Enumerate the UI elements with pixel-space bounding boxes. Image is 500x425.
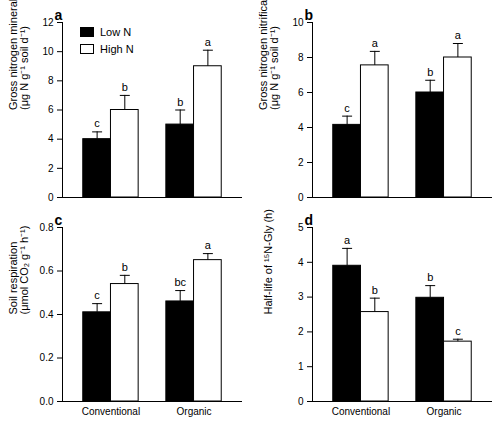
svg-text:b: b [427, 66, 433, 78]
svg-text:b: b [177, 96, 183, 108]
svg-text:8: 8 [48, 75, 54, 86]
svg-text:Half-life of ¹⁵N-Gly (h): Half-life of ¹⁵N-Gly (h) [262, 209, 274, 314]
svg-text:10: 10 [42, 46, 54, 57]
svg-text:d: d [305, 212, 314, 228]
svg-text:a: a [205, 36, 212, 48]
svg-text:0.4: 0.4 [40, 309, 54, 320]
svg-text:Gross nitrogen nitrification(μ: Gross nitrogen nitrification(μg N g⁻¹ so… [257, 0, 280, 110]
svg-text:5: 5 [298, 222, 304, 233]
svg-text:a: a [344, 234, 351, 246]
svg-text:3: 3 [298, 291, 304, 302]
svg-text:b: b [122, 261, 128, 273]
svg-text:b: b [427, 271, 433, 283]
svg-text:Organic: Organic [427, 406, 462, 417]
svg-text:Conventional: Conventional [332, 406, 390, 417]
svg-text:Organic: Organic [177, 406, 212, 417]
svg-text:Gross nitrogen mineralization(: Gross nitrogen mineralization(μg N g⁻¹ s… [7, 0, 30, 110]
svg-text:0.8: 0.8 [40, 222, 54, 233]
html-text:Low N: Low N [100, 26, 132, 38]
svg-text:4: 4 [48, 133, 54, 144]
svg-text:0.0: 0.0 [40, 396, 54, 407]
svg-text:c: c [55, 212, 63, 228]
svg-text:c: c [94, 289, 100, 301]
svg-text:0: 0 [298, 396, 304, 407]
svg-text:4: 4 [298, 122, 304, 133]
svg-text:a: a [205, 239, 212, 251]
svg-text:2: 2 [48, 163, 54, 174]
svg-text:12: 12 [42, 17, 54, 28]
svg-text:c: c [94, 117, 100, 129]
svg-text:2: 2 [298, 157, 304, 168]
svg-text:2: 2 [298, 326, 304, 337]
svg-text:4: 4 [298, 257, 304, 268]
svg-text:c: c [344, 102, 350, 114]
svg-text:b: b [372, 284, 378, 296]
svg-text:b: b [122, 81, 128, 93]
svg-text:6: 6 [48, 104, 54, 115]
svg-text:1: 1 [298, 361, 304, 372]
html-text:High N: High N [100, 43, 134, 55]
svg-text:0: 0 [48, 192, 54, 203]
svg-text:b: b [305, 7, 314, 23]
svg-text:bc: bc [174, 276, 186, 288]
svg-text:0.6: 0.6 [40, 265, 54, 276]
svg-text:10: 10 [292, 17, 304, 28]
svg-text:8: 8 [298, 52, 304, 63]
svg-text:0: 0 [298, 192, 304, 203]
svg-text:Soil respiration(μmol CO₂ g⁻¹: Soil respiration(μmol CO₂ g⁻¹ h⁻¹) [7, 226, 30, 315]
svg-text:a: a [372, 37, 379, 49]
svg-text:a: a [455, 29, 462, 41]
svg-text:a: a [55, 7, 63, 23]
svg-text:0.2: 0.2 [40, 352, 54, 363]
svg-text:Conventional: Conventional [82, 406, 140, 417]
svg-text:c: c [455, 325, 461, 337]
svg-text:6: 6 [298, 87, 304, 98]
